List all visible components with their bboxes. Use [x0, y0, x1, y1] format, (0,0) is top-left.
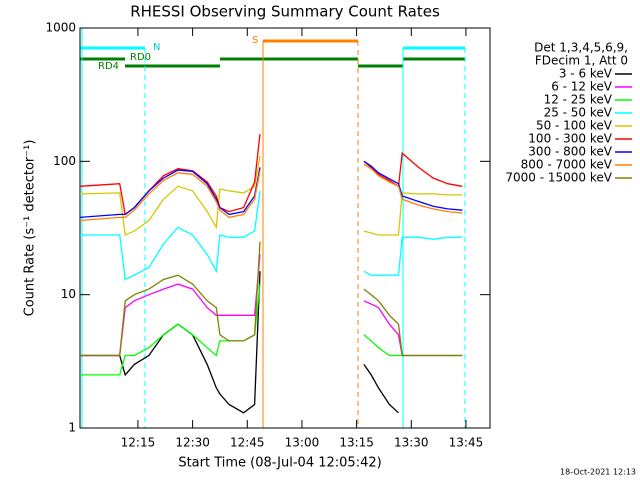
y-tick-label: 100 — [53, 154, 76, 168]
x-tick-label: 12:45 — [230, 436, 265, 450]
legend-label: 3 - 6 keV — [559, 67, 613, 81]
legend-header: Det 1,3,4,5,6,9, — [534, 41, 628, 55]
legend-header: FDecim 1, Att 0 — [535, 54, 628, 68]
y-axis-label: Count Rate (s⁻¹ detector⁻¹) — [23, 140, 38, 317]
x-tick-label: 13:15 — [339, 436, 374, 450]
series-line — [80, 190, 463, 281]
series-line — [79, 155, 463, 236]
series-line — [79, 160, 463, 219]
legend-label: 300 - 800 keV — [528, 145, 612, 159]
legend-label: 6 - 12 keV — [551, 80, 613, 94]
annotation: S — [252, 35, 258, 46]
x-tick-label: 13:30 — [394, 436, 429, 450]
legend-label: 50 - 100 keV — [536, 119, 613, 133]
y-tick-label: 1000 — [45, 21, 76, 35]
legend-label: 7000 - 15000 keV — [505, 171, 612, 185]
plot-frame — [79, 27, 491, 429]
state-markers — [80, 39, 465, 68]
x-tick-label: 12:15 — [121, 436, 156, 450]
legend-label: 800 - 7000 keV — [521, 158, 613, 172]
legend-label: 100 - 300 keV — [528, 132, 612, 146]
legend-label: 12 - 25 keV — [544, 93, 613, 107]
x-axis-label: Start Time (08-Jul-04 12:05:42) — [178, 456, 381, 471]
y-tick-label: 1 — [68, 421, 76, 435]
x-tick-label: 13:45 — [449, 436, 484, 450]
chart-title: RHESSI Observing Summary Count Rates — [130, 3, 440, 21]
annotation: RD0 — [130, 52, 151, 63]
x-tick-label: 12:30 — [175, 436, 210, 450]
series-line — [80, 241, 463, 357]
event-lines — [81, 28, 466, 428]
annotation: RD4 — [98, 61, 119, 72]
series-line — [79, 163, 463, 222]
y-tick-label: 10 — [61, 287, 76, 301]
annotation: N — [153, 42, 160, 53]
footer: 18-Oct-2021 12:13 — [560, 468, 636, 477]
x-tick-label: 13:00 — [285, 436, 320, 450]
legend-label: 25 - 50 keV — [544, 106, 613, 120]
